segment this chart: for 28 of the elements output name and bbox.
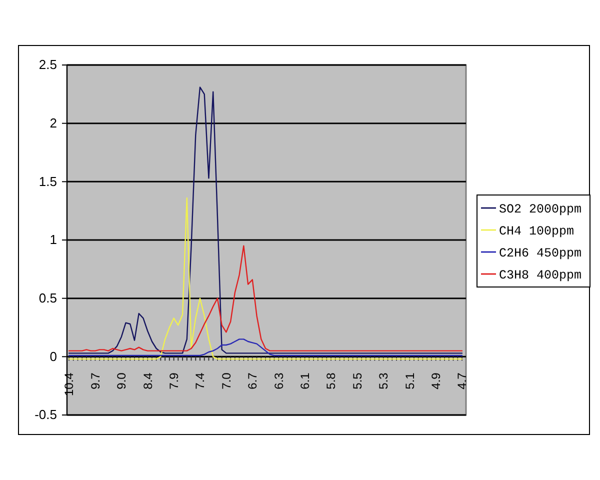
y-tick-label: 0.5 bbox=[38, 290, 57, 306]
legend-label: CH4 100ppm bbox=[499, 224, 574, 238]
x-tick-label: 6.3 bbox=[272, 372, 286, 390]
y-tick-label: 0 bbox=[50, 348, 57, 364]
x-tick-label: 5.3 bbox=[376, 372, 391, 390]
x-tick-label: 6.1 bbox=[298, 372, 312, 390]
legend-label: C3H8 400ppm bbox=[499, 268, 582, 282]
y-tick-label: -0.5 bbox=[34, 407, 57, 422]
x-tick-label: 4.7 bbox=[455, 372, 470, 390]
y-tick-label: 2 bbox=[50, 115, 57, 130]
x-tick-label: 7.4 bbox=[193, 372, 208, 390]
y-tick-label: 1.5 bbox=[38, 174, 57, 189]
x-tick-label: 5.5 bbox=[350, 372, 364, 390]
x-tick-label: 4.9 bbox=[429, 372, 443, 390]
line-series bbox=[68, 86, 463, 354]
x-tick-label: 5.8 bbox=[324, 372, 338, 390]
y-tick-label: 2.5 bbox=[38, 57, 57, 72]
legend-label: C2H6 450ppm bbox=[499, 246, 582, 260]
line-series bbox=[68, 245, 463, 352]
x-tick-label: 9.7 bbox=[88, 372, 102, 390]
x-tick-label: 7.0 bbox=[219, 372, 234, 390]
x-tick-label: 6.7 bbox=[246, 372, 260, 390]
x-tick-label: 5.1 bbox=[402, 372, 417, 390]
x-tick-label: 9.0 bbox=[114, 372, 129, 390]
x-tick-label: 8.4 bbox=[140, 372, 155, 390]
legend-label: SO2 2000ppm bbox=[499, 202, 582, 216]
x-tick-label: 7.9 bbox=[167, 372, 181, 390]
y-tick-label: 1 bbox=[50, 232, 57, 248]
